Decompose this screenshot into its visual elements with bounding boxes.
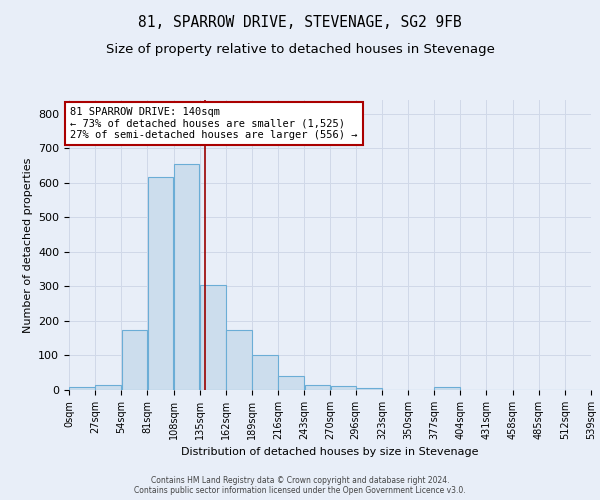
Bar: [174, 164, 199, 390]
Bar: [122, 330, 147, 390]
Bar: [226, 330, 252, 390]
Bar: [356, 388, 382, 390]
Text: Size of property relative to detached houses in Stevenage: Size of property relative to detached ho…: [106, 42, 494, 56]
Bar: [69, 387, 95, 390]
Bar: [95, 385, 121, 390]
Bar: [278, 376, 304, 390]
Text: 81 SPARROW DRIVE: 140sqm
← 73% of detached houses are smaller (1,525)
27% of sem: 81 SPARROW DRIVE: 140sqm ← 73% of detach…: [70, 107, 358, 140]
Bar: [200, 286, 226, 390]
Text: 81, SPARROW DRIVE, STEVENAGE, SG2 9FB: 81, SPARROW DRIVE, STEVENAGE, SG2 9FB: [138, 15, 462, 30]
Bar: [148, 177, 173, 390]
Y-axis label: Number of detached properties: Number of detached properties: [23, 158, 32, 332]
Bar: [305, 385, 330, 390]
Bar: [434, 387, 460, 390]
X-axis label: Distribution of detached houses by size in Stevenage: Distribution of detached houses by size …: [181, 448, 479, 458]
Bar: [253, 356, 278, 390]
Text: Contains HM Land Registry data © Crown copyright and database right 2024.
Contai: Contains HM Land Registry data © Crown c…: [134, 476, 466, 495]
Bar: [331, 386, 356, 390]
